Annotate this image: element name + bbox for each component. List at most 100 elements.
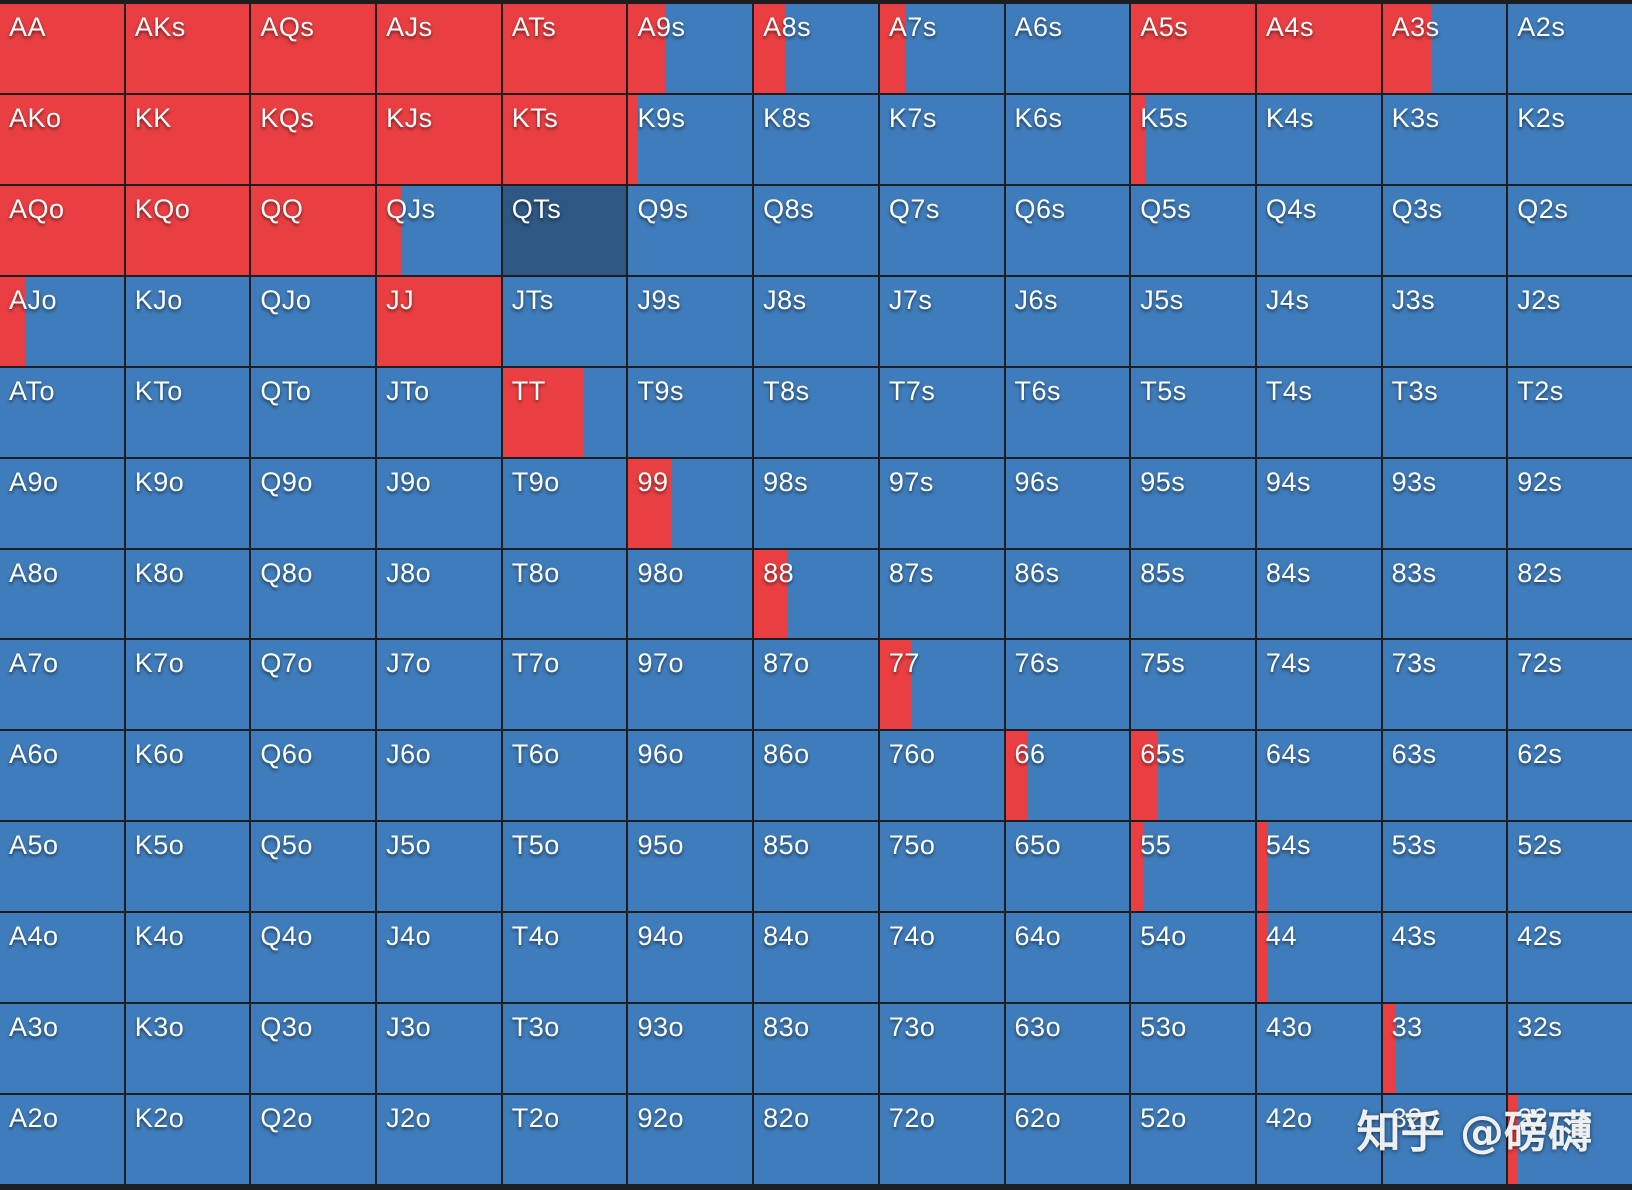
hand-cell-T3o[interactable]: T3o <box>502 1004 627 1094</box>
hand-cell-AQs[interactable]: AQs <box>251 4 376 93</box>
hand-cell-A7s[interactable]: A7s <box>879 4 1004 93</box>
hand-cell-83s[interactable]: 83s <box>1382 549 1507 639</box>
hand-cell-J2s[interactable]: J2s <box>1508 276 1632 366</box>
hand-cell-92s[interactable]: 92s <box>1508 458 1632 548</box>
hand-cell-AJs[interactable]: AJs <box>377 4 501 93</box>
hand-cell-44[interactable]: 44 <box>1256 913 1381 1003</box>
hand-cell-K5o[interactable]: K5o <box>125 822 250 912</box>
hand-cell-JTo[interactable]: JTo <box>377 367 501 457</box>
hand-cell-Q7s[interactable]: Q7s <box>879 185 1004 275</box>
hand-cell-76o[interactable]: 76o <box>879 731 1004 821</box>
hand-cell-85o[interactable]: 85o <box>754 822 878 912</box>
hand-cell-J4o[interactable]: J4o <box>377 913 501 1003</box>
hand-cell-KK[interactable]: KK <box>125 94 250 184</box>
hand-cell-65s[interactable]: 65s <box>1131 731 1255 821</box>
hand-cell-Q8s[interactable]: Q8s <box>754 185 878 275</box>
hand-cell-ATs[interactable]: ATs <box>502 4 627 93</box>
hand-cell-J9s[interactable]: J9s <box>628 276 753 366</box>
hand-cell-A9o[interactable]: A9o <box>0 458 124 548</box>
hand-cell-42o[interactable]: 42o <box>1256 1095 1381 1184</box>
hand-cell-K6s[interactable]: K6s <box>1005 94 1130 184</box>
hand-cell-A6s[interactable]: A6s <box>1005 4 1130 93</box>
hand-cell-K4o[interactable]: K4o <box>125 913 250 1003</box>
hand-cell-95o[interactable]: 95o <box>628 822 753 912</box>
hand-cell-Q8o[interactable]: Q8o <box>251 549 376 639</box>
hand-cell-J7o[interactable]: J7o <box>377 640 501 730</box>
hand-cell-J8o[interactable]: J8o <box>377 549 501 639</box>
hand-cell-A4o[interactable]: A4o <box>0 913 124 1003</box>
hand-cell-J3o[interactable]: J3o <box>377 1004 501 1094</box>
hand-cell-T7s[interactable]: T7s <box>879 367 1004 457</box>
hand-cell-73o[interactable]: 73o <box>879 1004 1004 1094</box>
hand-cell-T4s[interactable]: T4s <box>1256 367 1381 457</box>
hand-cell-T7o[interactable]: T7o <box>502 640 627 730</box>
hand-cell-42s[interactable]: 42s <box>1508 913 1632 1003</box>
hand-cell-AKo[interactable]: AKo <box>0 94 124 184</box>
hand-cell-74s[interactable]: 74s <box>1256 640 1381 730</box>
hand-cell-33[interactable]: 33 <box>1382 1004 1507 1094</box>
hand-cell-T8o[interactable]: T8o <box>502 549 627 639</box>
hand-cell-J7s[interactable]: J7s <box>879 276 1004 366</box>
hand-cell-Q3s[interactable]: Q3s <box>1382 185 1507 275</box>
hand-cell-A8s[interactable]: A8s <box>754 4 878 93</box>
hand-cell-AKs[interactable]: AKs <box>125 4 250 93</box>
hand-cell-J2o[interactable]: J2o <box>377 1095 501 1184</box>
hand-cell-A3s[interactable]: A3s <box>1382 4 1507 93</box>
hand-cell-T2s[interactable]: T2s <box>1508 367 1632 457</box>
hand-cell-K3s[interactable]: K3s <box>1382 94 1507 184</box>
hand-cell-QJs[interactable]: QJs <box>377 185 501 275</box>
hand-cell-84o[interactable]: 84o <box>754 913 878 1003</box>
hand-cell-86s[interactable]: 86s <box>1005 549 1130 639</box>
hand-cell-A5s[interactable]: A5s <box>1131 4 1255 93</box>
hand-cell-97s[interactable]: 97s <box>879 458 1004 548</box>
hand-cell-98o[interactable]: 98o <box>628 549 753 639</box>
hand-cell-73s[interactable]: 73s <box>1382 640 1507 730</box>
hand-cell-J9o[interactable]: J9o <box>377 458 501 548</box>
hand-cell-JTs[interactable]: JTs <box>502 276 627 366</box>
hand-cell-K7s[interactable]: K7s <box>879 94 1004 184</box>
hand-cell-94s[interactable]: 94s <box>1256 458 1381 548</box>
hand-cell-75o[interactable]: 75o <box>879 822 1004 912</box>
hand-cell-Q2o[interactable]: Q2o <box>251 1095 376 1184</box>
hand-cell-99[interactable]: 99 <box>628 458 753 548</box>
hand-cell-53s[interactable]: 53s <box>1382 822 1507 912</box>
hand-cell-83o[interactable]: 83o <box>754 1004 878 1094</box>
hand-cell-96s[interactable]: 96s <box>1005 458 1130 548</box>
hand-cell-K9o[interactable]: K9o <box>125 458 250 548</box>
hand-cell-43o[interactable]: 43o <box>1256 1004 1381 1094</box>
hand-cell-QJo[interactable]: QJo <box>251 276 376 366</box>
hand-cell-T2o[interactable]: T2o <box>502 1095 627 1184</box>
hand-cell-Q2s[interactable]: Q2s <box>1508 185 1632 275</box>
hand-cell-84s[interactable]: 84s <box>1256 549 1381 639</box>
hand-cell-88[interactable]: 88 <box>754 549 878 639</box>
hand-cell-74o[interactable]: 74o <box>879 913 1004 1003</box>
hand-cell-Q5o[interactable]: Q5o <box>251 822 376 912</box>
hand-cell-A6o[interactable]: A6o <box>0 731 124 821</box>
hand-cell-62o[interactable]: 62o <box>1005 1095 1130 1184</box>
hand-cell-K7o[interactable]: K7o <box>125 640 250 730</box>
hand-cell-76s[interactable]: 76s <box>1005 640 1130 730</box>
hand-cell-87s[interactable]: 87s <box>879 549 1004 639</box>
hand-cell-AJo[interactable]: AJo <box>0 276 124 366</box>
hand-cell-Q6s[interactable]: Q6s <box>1005 185 1130 275</box>
hand-cell-92o[interactable]: 92o <box>628 1095 753 1184</box>
hand-cell-J4s[interactable]: J4s <box>1256 276 1381 366</box>
hand-cell-Q4o[interactable]: Q4o <box>251 913 376 1003</box>
hand-cell-66[interactable]: 66 <box>1005 731 1130 821</box>
hand-cell-QQ[interactable]: QQ <box>251 185 376 275</box>
hand-cell-ATo[interactable]: ATo <box>0 367 124 457</box>
hand-cell-K5s[interactable]: K5s <box>1131 94 1255 184</box>
hand-cell-77[interactable]: 77 <box>879 640 1004 730</box>
hand-cell-82o[interactable]: 82o <box>754 1095 878 1184</box>
hand-cell-Q9o[interactable]: Q9o <box>251 458 376 548</box>
hand-cell-K4s[interactable]: K4s <box>1256 94 1381 184</box>
hand-cell-85s[interactable]: 85s <box>1131 549 1255 639</box>
hand-cell-65o[interactable]: 65o <box>1005 822 1130 912</box>
hand-cell-K2o[interactable]: K2o <box>125 1095 250 1184</box>
hand-cell-98s[interactable]: 98s <box>754 458 878 548</box>
hand-cell-TT[interactable]: TT <box>502 367 627 457</box>
hand-cell-KQs[interactable]: KQs <box>251 94 376 184</box>
hand-cell-T3s[interactable]: T3s <box>1382 367 1507 457</box>
hand-cell-K3o[interactable]: K3o <box>125 1004 250 1094</box>
hand-cell-T5s[interactable]: T5s <box>1131 367 1255 457</box>
